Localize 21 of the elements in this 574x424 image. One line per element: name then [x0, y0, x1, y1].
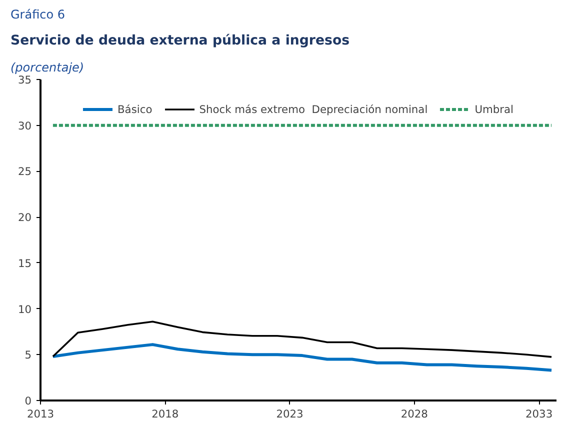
- x-tick-label: 2013: [26, 408, 54, 420]
- x-tick-label: 2018: [152, 408, 179, 420]
- chart-title: Servicio de deuda externa pública a ingresos: [10, 34, 350, 48]
- legend-label: Básico: [117, 102, 152, 116]
- legend-label: Shock más extremo Depreciación nominal: [199, 102, 428, 116]
- x-tick-label: 2033: [525, 408, 553, 420]
- line-series: [52, 320, 552, 358]
- y-tick-label: 5: [24, 348, 32, 362]
- y-tick-label: 20: [18, 211, 32, 224]
- y-tick-label: 30: [18, 119, 32, 132]
- line-series: [51, 343, 554, 372]
- legend-label: Umbral: [474, 102, 514, 116]
- chart-subtitle: (porcentaje): [10, 60, 84, 74]
- y-tick-label: 35: [18, 74, 32, 86]
- y-tick-label: 15: [18, 256, 32, 270]
- x-tick-label: 2028: [400, 408, 428, 420]
- text: Gráfico 6: [10, 8, 66, 22]
- x-tick-label: 2023: [276, 408, 304, 420]
- y-tick-label: 25: [18, 165, 32, 178]
- y-tick-label: 10: [18, 302, 32, 316]
- y-tick-label: 0: [24, 394, 32, 408]
